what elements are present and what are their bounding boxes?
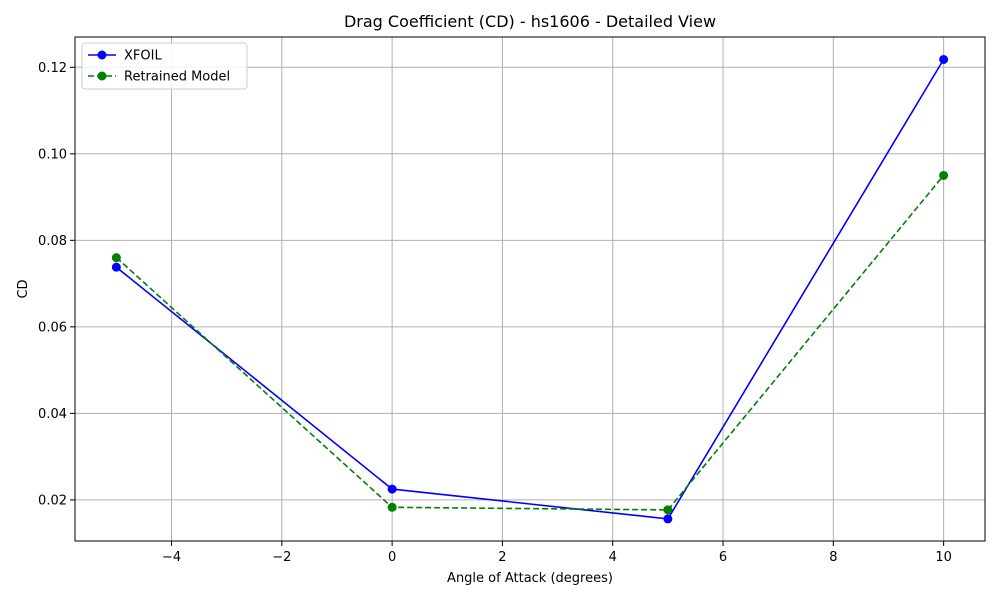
chart-title: Drag Coefficient (CD) - hs1606 - Detaile… bbox=[344, 12, 716, 31]
grid bbox=[75, 37, 985, 541]
series-line-retrained-model bbox=[115, 174, 945, 511]
y-tick-label: 0.02 bbox=[38, 493, 67, 508]
data-point-retrained-model bbox=[387, 502, 397, 512]
plot-frame bbox=[74, 36, 986, 542]
x-tick-label: −2 bbox=[272, 550, 291, 565]
data-point-xfoil bbox=[111, 262, 121, 272]
series-line-xfoil bbox=[115, 59, 945, 520]
data-point-xfoil bbox=[387, 484, 397, 494]
legend-marker-retrained-model bbox=[97, 71, 107, 81]
data-point-retrained-model bbox=[939, 170, 949, 180]
legend-label-retrained-model: Retrained Model bbox=[124, 70, 230, 85]
x-tick-label: 4 bbox=[609, 550, 617, 565]
y-tick-label: 0.12 bbox=[38, 61, 67, 76]
x-tick-label: 10 bbox=[935, 550, 952, 565]
data-point-retrained-model bbox=[111, 253, 121, 263]
x-tick-label: 0 bbox=[388, 550, 396, 565]
legend-marker-xfoil bbox=[97, 50, 107, 60]
x-axis-label: Angle of Attack (degrees) bbox=[447, 571, 613, 586]
legend-box bbox=[81, 42, 248, 90]
series-group bbox=[111, 54, 949, 524]
x-tick-label: 6 bbox=[719, 550, 727, 565]
data-point-xfoil bbox=[939, 54, 949, 64]
legend-label-xfoil: XFOIL bbox=[124, 49, 162, 64]
y-tick-label: 0.04 bbox=[38, 407, 67, 422]
y-tick-label: 0.08 bbox=[38, 234, 67, 249]
x-tick-label: −4 bbox=[162, 550, 181, 565]
data-point-xfoil bbox=[663, 514, 673, 524]
data-point-retrained-model bbox=[663, 505, 673, 515]
x-axis: −4 −2 0 2 4 6 8 10 bbox=[162, 541, 952, 565]
y-tick-label: 0.06 bbox=[38, 320, 67, 335]
x-tick-label: 2 bbox=[498, 550, 506, 565]
y-tick-label: 0.10 bbox=[38, 147, 67, 162]
legend: XFOIL Retrained Model bbox=[81, 42, 248, 90]
y-axis-label: CD bbox=[16, 279, 31, 298]
x-tick-label: 8 bbox=[829, 550, 837, 565]
y-axis: 0.02 0.04 0.06 0.08 0.10 0.12 bbox=[38, 61, 75, 508]
